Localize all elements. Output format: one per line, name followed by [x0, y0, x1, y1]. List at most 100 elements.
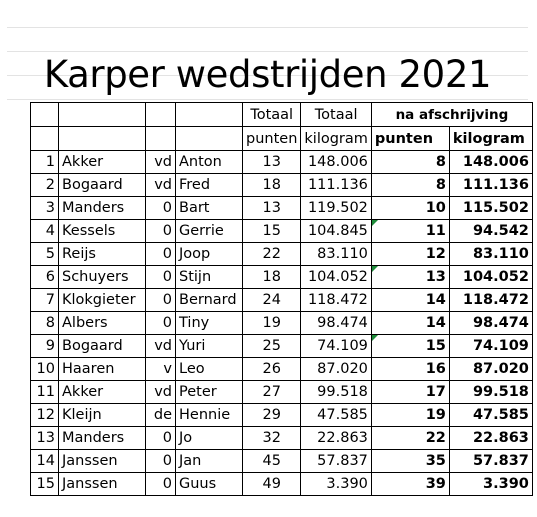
total-kilogram-cell[interactable]: 104.052	[300, 265, 372, 289]
header-cell-empty[interactable]	[145, 126, 176, 151]
header-cell-empty[interactable]	[175, 102, 243, 127]
kilogram-after-cell[interactable]: 104.052	[448, 265, 533, 289]
firstname-cell[interactable]: Jo	[175, 426, 243, 450]
prefix-cell[interactable]: de	[145, 403, 176, 427]
rank-cell[interactable]: 15	[30, 472, 59, 496]
kilogram-after-cell[interactable]: 99.518	[448, 380, 533, 404]
firstname-cell[interactable]: Leo	[175, 357, 243, 381]
points-after-cell[interactable]: 17	[370, 380, 450, 404]
surname-cell[interactable]: Reijs	[58, 242, 146, 266]
total-kilogram-cell[interactable]: 87.020	[300, 357, 372, 381]
rank-cell[interactable]: 1	[30, 150, 59, 174]
rank-cell[interactable]: 5	[30, 242, 59, 266]
kilogram-after-cell[interactable]: 118.472	[448, 288, 533, 312]
points-after-cell[interactable]: 8	[370, 173, 450, 197]
prefix-cell[interactable]: 0	[145, 265, 176, 289]
firstname-cell[interactable]: Joop	[175, 242, 243, 266]
surname-cell[interactable]: Janssen	[58, 472, 146, 496]
prefix-cell[interactable]: vd	[145, 173, 176, 197]
total-kilogram-cell[interactable]: 148.006	[300, 150, 372, 174]
total-points-cell[interactable]: 24	[241, 288, 302, 312]
header-cell-empty[interactable]	[58, 102, 146, 127]
header-cell-empty[interactable]	[58, 126, 146, 151]
firstname-cell[interactable]: Hennie	[175, 403, 243, 427]
points-after-cell[interactable]: 22	[370, 426, 450, 450]
kilogram-after-cell[interactable]: 87.020	[448, 357, 533, 381]
rank-cell[interactable]: 12	[30, 403, 59, 427]
kilogram-after-cell[interactable]: 98.474	[448, 311, 533, 335]
header-na-afschrijving[interactable]: na afschrijving	[370, 102, 533, 127]
points-after-cell[interactable]: 12	[370, 242, 450, 266]
prefix-cell[interactable]: vd	[145, 334, 176, 358]
surname-cell[interactable]: Kessels	[58, 219, 146, 243]
total-points-cell[interactable]: 18	[241, 265, 302, 289]
firstname-cell[interactable]: Gerrie	[175, 219, 243, 243]
total-points-cell[interactable]: 26	[241, 357, 302, 381]
rank-cell[interactable]: 7	[30, 288, 59, 312]
rank-cell[interactable]: 2	[30, 173, 59, 197]
rank-cell[interactable]: 6	[30, 265, 59, 289]
points-after-cell[interactable]: 19	[370, 403, 450, 427]
surname-cell[interactable]: Akker	[58, 150, 146, 174]
prefix-cell[interactable]: 0	[145, 288, 176, 312]
total-kilogram-cell[interactable]: 104.845	[300, 219, 372, 243]
prefix-cell[interactable]: 0	[145, 196, 176, 220]
points-after-cell[interactable]: 8	[370, 150, 450, 174]
surname-cell[interactable]: Manders	[58, 196, 146, 220]
total-kilogram-cell[interactable]: 111.136	[300, 173, 372, 197]
header-cell-empty[interactable]	[175, 126, 243, 151]
total-kilogram-cell[interactable]: 22.863	[300, 426, 372, 450]
surname-cell[interactable]: Akker	[58, 380, 146, 404]
prefix-cell[interactable]: vd	[145, 380, 176, 404]
prefix-cell[interactable]: v	[145, 357, 176, 381]
surname-cell[interactable]: Kleijn	[58, 403, 146, 427]
surname-cell[interactable]: Bogaard	[58, 173, 146, 197]
points-after-cell[interactable]: 14	[370, 288, 450, 312]
rank-cell[interactable]: 4	[30, 219, 59, 243]
firstname-cell[interactable]: Bart	[175, 196, 243, 220]
points-after-cell[interactable]: 15	[370, 334, 450, 358]
total-points-cell[interactable]: 25	[241, 334, 302, 358]
surname-cell[interactable]: Janssen	[58, 449, 146, 473]
header-kilogram[interactable]: kilogram	[300, 126, 372, 151]
kilogram-after-cell[interactable]: 47.585	[448, 403, 533, 427]
total-points-cell[interactable]: 29	[241, 403, 302, 427]
rank-cell[interactable]: 14	[30, 449, 59, 473]
kilogram-after-cell[interactable]: 83.110	[448, 242, 533, 266]
rank-cell[interactable]: 3	[30, 196, 59, 220]
prefix-cell[interactable]: 0	[145, 449, 176, 473]
points-after-cell[interactable]: 11	[370, 219, 450, 243]
points-after-cell[interactable]: 35	[370, 449, 450, 473]
rank-cell[interactable]: 11	[30, 380, 59, 404]
kilogram-after-cell[interactable]: 111.136	[448, 173, 533, 197]
total-kilogram-cell[interactable]: 47.585	[300, 403, 372, 427]
prefix-cell[interactable]: 0	[145, 242, 176, 266]
header-cell-empty[interactable]	[30, 126, 59, 151]
header-punten-after[interactable]: punten	[370, 126, 450, 151]
total-points-cell[interactable]: 45	[241, 449, 302, 473]
surname-cell[interactable]: Manders	[58, 426, 146, 450]
surname-cell[interactable]: Bogaard	[58, 334, 146, 358]
header-kilogram-after[interactable]: kilogram	[448, 126, 533, 151]
points-after-cell[interactable]: 16	[370, 357, 450, 381]
header-cell-empty[interactable]	[30, 102, 59, 127]
surname-cell[interactable]: Schuyers	[58, 265, 146, 289]
firstname-cell[interactable]: Bernard	[175, 288, 243, 312]
total-points-cell[interactable]: 49	[241, 472, 302, 496]
rank-cell[interactable]: 13	[30, 426, 59, 450]
total-points-cell[interactable]: 15	[241, 219, 302, 243]
kilogram-after-cell[interactable]: 148.006	[448, 150, 533, 174]
rank-cell[interactable]: 10	[30, 357, 59, 381]
prefix-cell[interactable]: 0	[145, 219, 176, 243]
prefix-cell[interactable]: 0	[145, 472, 176, 496]
header-cell-empty[interactable]	[145, 102, 176, 127]
total-kilogram-cell[interactable]: 74.109	[300, 334, 372, 358]
total-kilogram-cell[interactable]: 98.474	[300, 311, 372, 335]
total-points-cell[interactable]: 22	[241, 242, 302, 266]
surname-cell[interactable]: Klokgieter	[58, 288, 146, 312]
total-kilogram-cell[interactable]: 118.472	[300, 288, 372, 312]
total-kilogram-cell[interactable]: 99.518	[300, 380, 372, 404]
firstname-cell[interactable]: Anton	[175, 150, 243, 174]
kilogram-after-cell[interactable]: 57.837	[448, 449, 533, 473]
total-points-cell[interactable]: 13	[241, 196, 302, 220]
